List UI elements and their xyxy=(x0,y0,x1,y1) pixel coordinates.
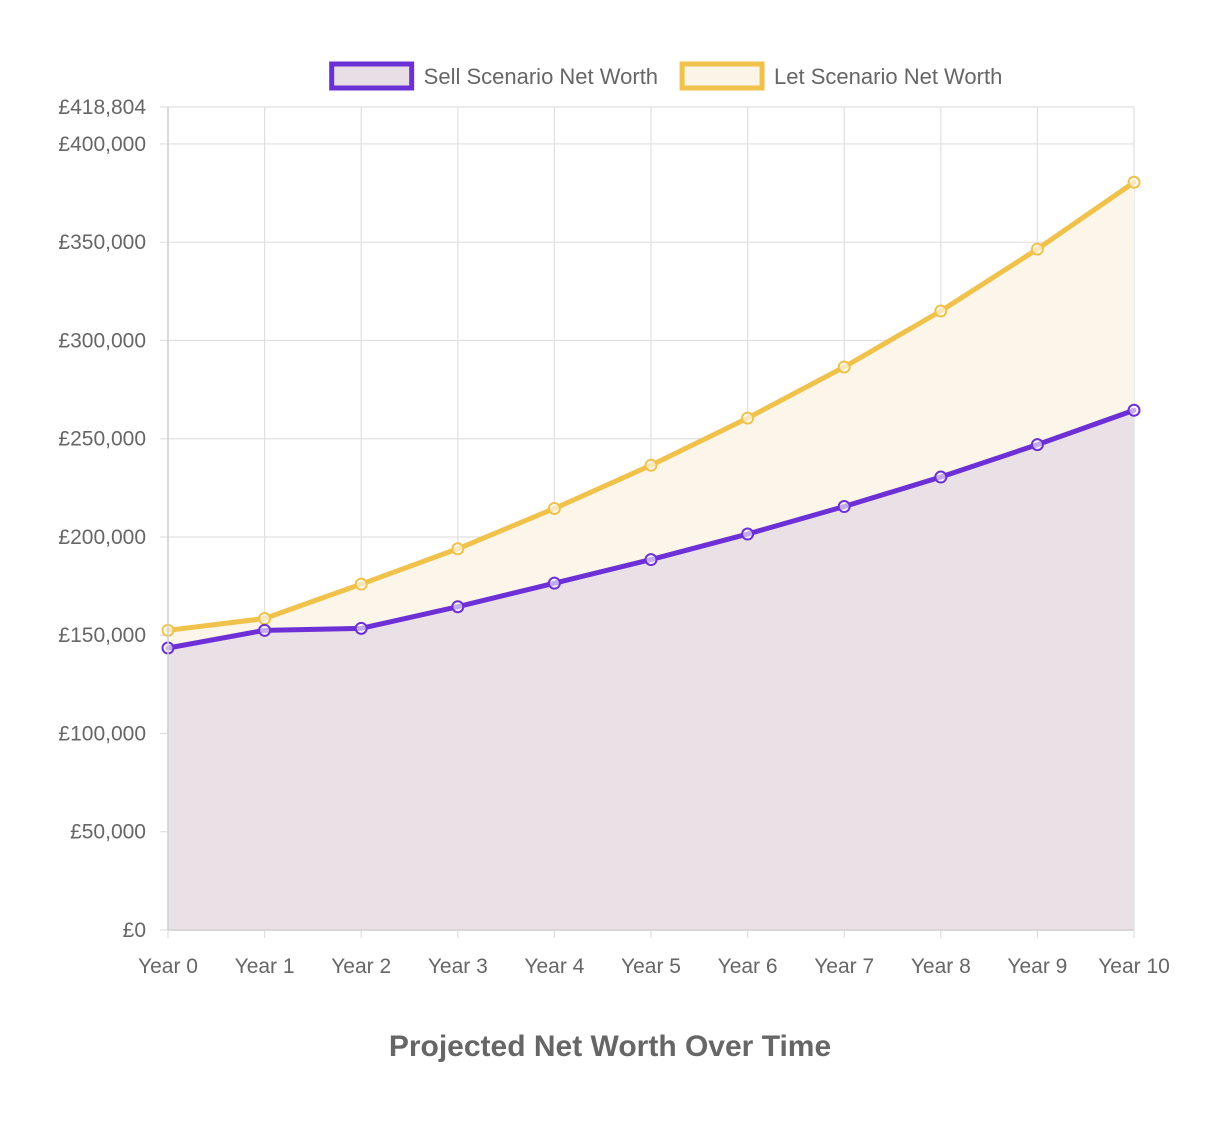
data-point[interactable] xyxy=(547,576,561,590)
x-tick-label: Year 1 xyxy=(235,955,295,978)
data-point[interactable] xyxy=(451,542,465,556)
y-tick-label: £350,000 xyxy=(58,231,146,254)
y-tick-label: £200,000 xyxy=(58,526,146,549)
chart-title: Projected Net Worth Over Time xyxy=(389,1030,831,1063)
data-point[interactable] xyxy=(934,304,948,318)
legend[interactable]: Sell Scenario Net Worth Let Scenario Net … xyxy=(329,61,1003,91)
data-point[interactable] xyxy=(644,458,658,472)
data-point[interactable] xyxy=(451,600,465,614)
y-tick-label: £0 xyxy=(123,919,146,942)
y-tick-label: £150,000 xyxy=(58,624,146,647)
data-point[interactable] xyxy=(1030,438,1044,452)
series-area xyxy=(168,410,1134,930)
data-point[interactable] xyxy=(644,553,658,567)
legend-item[interactable]: Let Scenario Net Worth xyxy=(679,61,1002,91)
x-tick-label: Year 7 xyxy=(814,955,874,978)
x-tick-label: Year 5 xyxy=(621,955,681,978)
x-tick-label: Year 3 xyxy=(428,955,488,978)
x-tick-label: Year 0 xyxy=(138,955,198,978)
x-tick-label: Year 4 xyxy=(524,955,584,978)
data-point[interactable] xyxy=(837,360,851,374)
x-tick-label: Year 6 xyxy=(718,955,778,978)
data-point[interactable] xyxy=(354,621,368,635)
y-tick-label: £300,000 xyxy=(58,329,146,352)
legend-label: Let Scenario Net Worth xyxy=(774,64,1002,89)
data-point[interactable] xyxy=(837,500,851,514)
legend-label: Sell Scenario Net Worth xyxy=(424,64,658,89)
data-point[interactable] xyxy=(1127,175,1141,189)
y-tick-label: £418,804 xyxy=(58,96,146,119)
data-point[interactable] xyxy=(741,527,755,541)
data-point[interactable] xyxy=(547,501,561,515)
data-point[interactable] xyxy=(934,470,948,484)
x-tick-label: Year 8 xyxy=(911,955,971,978)
data-point[interactable] xyxy=(354,577,368,591)
data-point[interactable] xyxy=(258,612,272,626)
y-tick-label: £100,000 xyxy=(58,722,146,745)
legend-swatch xyxy=(329,61,415,91)
y-tick-label: £250,000 xyxy=(58,428,146,451)
data-point[interactable] xyxy=(258,623,272,637)
y-tick-label: £400,000 xyxy=(58,133,146,156)
y-tick-label: £50,000 xyxy=(70,821,146,844)
data-point[interactable] xyxy=(741,411,755,425)
legend-swatch xyxy=(679,61,765,91)
x-tick-label: Year 9 xyxy=(1007,955,1067,978)
data-point[interactable] xyxy=(1127,403,1141,417)
axes: £0 £50,000 £100,000 £150,000 £200,000 £250,00… xyxy=(58,96,1169,978)
x-tick-label: Year 10 xyxy=(1098,955,1170,978)
x-tick-label: Year 2 xyxy=(331,955,391,978)
data-point[interactable] xyxy=(1030,242,1044,256)
legend-item[interactable]: Sell Scenario Net Worth xyxy=(329,61,658,91)
series-points xyxy=(161,175,1141,655)
